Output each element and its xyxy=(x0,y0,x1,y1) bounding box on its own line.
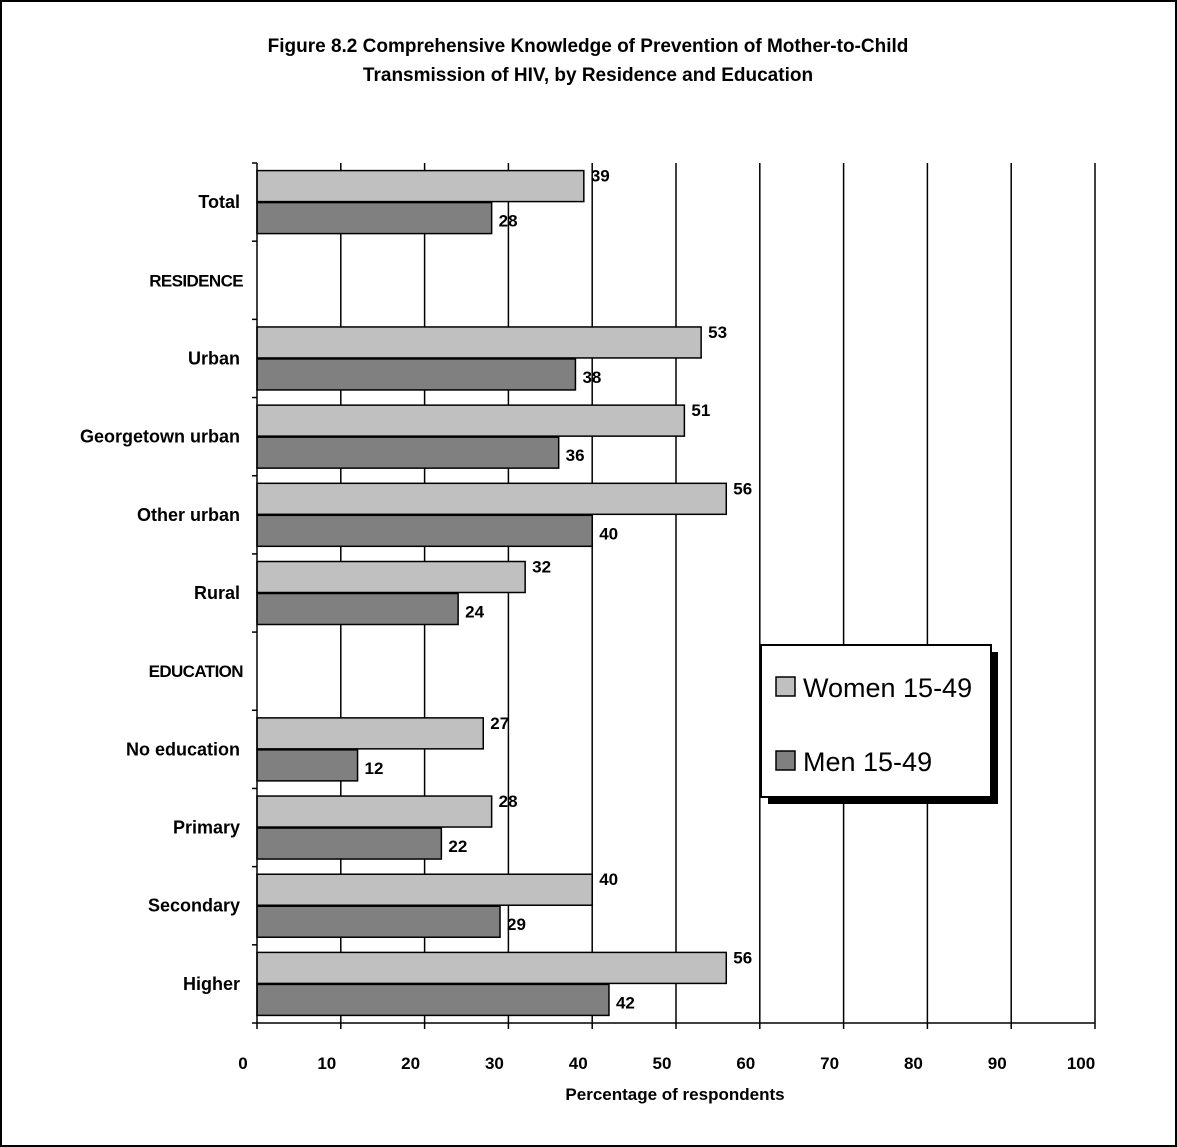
chart-title-line-1: Figure 8.2 Comprehensive Knowledge of Pr… xyxy=(268,36,909,57)
category-label-education: EDUCATION xyxy=(149,662,244,681)
bar-women-15-49-rural xyxy=(256,560,526,594)
category-label-higher: Higher xyxy=(183,974,240,994)
bar-women-15-49-no-education xyxy=(256,717,485,750)
x-axis-title: Percentage of respondents xyxy=(565,1085,784,1104)
data-label-men-15-49-total: 28 xyxy=(499,212,518,231)
bar-men-15-49-higher xyxy=(256,983,610,1017)
x-tick-label-90: 90 xyxy=(988,1054,1007,1073)
category-label-secondary: Secondary xyxy=(148,896,240,916)
x-tick-label-100: 100 xyxy=(1067,1054,1095,1073)
category-label-rural: Rural xyxy=(194,583,240,603)
bar-men-15-49-rural xyxy=(256,592,459,626)
data-label-men-15-49-secondary: 29 xyxy=(507,915,526,934)
bar-women-15-49-georgetown-urban xyxy=(256,404,686,437)
bars xyxy=(256,169,728,1017)
data-label-men-15-49-georgetown-urban: 36 xyxy=(566,446,585,465)
category-label-primary: Primary xyxy=(173,818,240,838)
legend-label-men-15-49: Men 15-49 xyxy=(803,747,932,777)
x-tick-label-50: 50 xyxy=(653,1054,672,1073)
bar-women-15-49-higher xyxy=(256,951,728,985)
data-label-men-15-49-primary: 22 xyxy=(448,837,467,856)
legend-swatch-men-15-49 xyxy=(775,750,796,771)
x-tick-label-60: 60 xyxy=(736,1054,755,1073)
data-label-women-15-49-urban: 53 xyxy=(708,323,727,342)
bar-men-15-49-no-education xyxy=(256,749,359,782)
axes: 0 10 20 30 40 50 60 70 80 90 100 Total RESIDENCE Urba… xyxy=(80,162,1096,1073)
data-label-men-15-49-urban: 38 xyxy=(582,368,601,387)
x-tick-label-20: 20 xyxy=(401,1054,420,1073)
x-tick-label-40: 40 xyxy=(569,1054,588,1073)
bar-men-15-49-urban xyxy=(256,358,577,391)
data-label-women-15-49-no-education: 27 xyxy=(490,714,509,733)
data-label-men-15-49-rural: 24 xyxy=(465,603,484,622)
legend-swatch-women-15-49 xyxy=(775,676,796,697)
x-tick-label-70: 70 xyxy=(820,1054,839,1073)
data-label-women-15-49-primary: 28 xyxy=(499,792,518,811)
data-label-women-15-49-higher: 56 xyxy=(733,948,752,967)
data-label-men-15-49-no-education: 12 xyxy=(365,759,384,778)
chart-title-line-2: Transmission of HIV, by Residence and Ed… xyxy=(363,65,813,86)
x-tick-label-10: 10 xyxy=(317,1054,336,1073)
data-label-women-15-49-total: 39 xyxy=(591,167,610,186)
data-label-women-15-49-rural: 32 xyxy=(532,558,551,577)
category-label-total: Total xyxy=(198,192,240,212)
data-label-men-15-49-higher: 42 xyxy=(616,993,635,1012)
legend-label-women-15-49: Women 15-49 xyxy=(803,673,972,703)
data-label-women-15-49-other-urban: 56 xyxy=(733,479,752,498)
x-tick-label-0: 0 xyxy=(238,1054,247,1073)
bar-men-15-49-secondary xyxy=(256,905,501,938)
data-label-women-15-49-georgetown-urban: 51 xyxy=(691,401,710,420)
legend: Women 15-49 Men 15-49 xyxy=(760,644,998,804)
data-labels: 39 28 53 38 51 36 56 40 32 24 27 12 28 22 40 29 56 42 xyxy=(365,167,753,1013)
bar-men-15-49-total xyxy=(256,201,493,235)
bar-women-15-49-secondary xyxy=(256,873,593,906)
bar-women-15-49-other-urban xyxy=(256,482,728,516)
data-label-men-15-49-other-urban: 40 xyxy=(599,524,618,543)
bar-women-15-49-urban xyxy=(256,326,702,359)
category-label-urban: Urban xyxy=(188,348,240,368)
category-label-residence: RESIDENCE xyxy=(149,271,243,290)
bar-men-15-49-other-urban xyxy=(256,514,593,548)
bar-women-15-49-total xyxy=(256,169,585,203)
bar-men-15-49-primary xyxy=(256,827,443,860)
category-label-other-urban: Other urban xyxy=(137,505,240,525)
bar-women-15-49-primary xyxy=(256,795,493,828)
data-label-women-15-49-secondary: 40 xyxy=(599,870,618,889)
bar-men-15-49-georgetown-urban xyxy=(256,436,560,469)
x-tick-label-30: 30 xyxy=(485,1054,504,1073)
category-label-no-education: No education xyxy=(126,739,240,759)
category-label-georgetown-urban: Georgetown urban xyxy=(80,427,240,447)
x-tick-label-80: 80 xyxy=(904,1054,923,1073)
legend-box xyxy=(760,644,992,798)
